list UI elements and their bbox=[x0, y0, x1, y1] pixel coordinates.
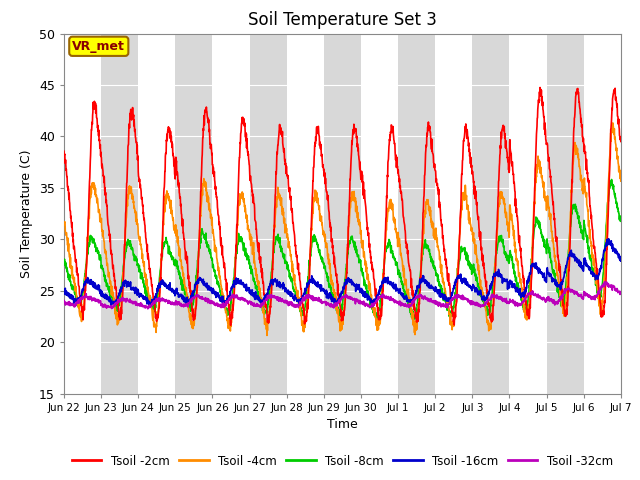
Text: VR_met: VR_met bbox=[72, 40, 125, 53]
Legend: Tsoil -2cm, Tsoil -4cm, Tsoil -8cm, Tsoil -16cm, Tsoil -32cm: Tsoil -2cm, Tsoil -4cm, Tsoil -8cm, Tsoi… bbox=[67, 450, 618, 472]
Y-axis label: Soil Temperature (C): Soil Temperature (C) bbox=[20, 149, 33, 278]
Bar bbox=[138, 34, 175, 394]
Bar bbox=[287, 34, 324, 394]
X-axis label: Time: Time bbox=[327, 418, 358, 431]
Bar bbox=[212, 34, 250, 394]
Bar bbox=[64, 34, 101, 394]
Title: Soil Temperature Set 3: Soil Temperature Set 3 bbox=[248, 11, 437, 29]
Bar bbox=[361, 34, 398, 394]
Bar bbox=[584, 34, 621, 394]
Bar bbox=[435, 34, 472, 394]
Bar bbox=[509, 34, 547, 394]
